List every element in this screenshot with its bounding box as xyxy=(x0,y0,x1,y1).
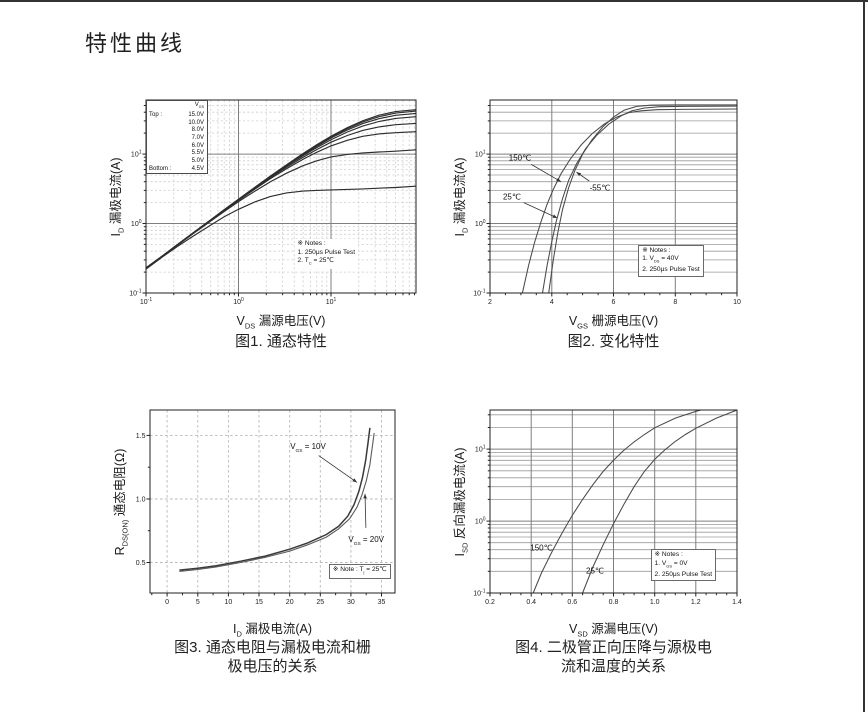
svg-text:10-1: 10-1 xyxy=(473,289,485,298)
page-top-border-line xyxy=(0,0,868,2)
svg-text:8: 8 xyxy=(673,299,677,306)
figure-2-x-axis-label: VGS 栅源电压(V) xyxy=(568,314,659,331)
svg-text:1.0: 1.0 xyxy=(136,497,146,504)
fig1-series-7 xyxy=(146,185,416,270)
page-right-border-line xyxy=(863,0,865,712)
svg-text:20: 20 xyxy=(286,599,294,606)
svg-text:30: 30 xyxy=(347,599,355,606)
svg-text:100: 100 xyxy=(131,219,142,228)
figure-1-x-axis-label: VDS 漏源电压(V) xyxy=(236,314,326,331)
svg-text:15: 15 xyxy=(255,599,263,606)
fig2-annotation-1: 25℃ xyxy=(502,192,521,202)
fig3-series-1 xyxy=(179,432,375,572)
fig4-series-0 xyxy=(532,410,703,593)
fig2-series-0 xyxy=(521,108,737,293)
svg-text:1.0: 1.0 xyxy=(650,599,660,606)
figure-3-y-axis-label: RDS(ON) 通态电阻(Ω) xyxy=(112,448,130,555)
fig2-plot: 2 4 6 8 10 10-1 100 101 xyxy=(473,99,741,306)
fig4-series-1 xyxy=(582,410,737,593)
svg-text:4: 4 xyxy=(550,299,554,306)
svg-text:100: 100 xyxy=(475,219,486,228)
svg-text:1.5: 1.5 xyxy=(136,433,146,440)
svg-text:25: 25 xyxy=(316,599,324,606)
figure-3-caption: 图3. 通态电阻与漏极电流和栅 极电压的关系 xyxy=(174,639,371,675)
fig2-series-2 xyxy=(548,104,737,293)
svg-text:35: 35 xyxy=(378,599,386,606)
fig2-notes: ※ Notes :1. VDS = 40V 2. 250μs Pulse Test xyxy=(638,244,704,277)
svg-text:2: 2 xyxy=(488,299,492,306)
svg-text:1.2: 1.2 xyxy=(691,599,701,606)
svg-text:0.5: 0.5 xyxy=(136,560,146,567)
svg-text:10-1: 10-1 xyxy=(140,297,152,306)
fig4-annotation-0: 150℃ xyxy=(530,543,553,553)
figure-4-diode-forward-voltage: 0.2 0.4 0.6 0.8 1.0 1.2 1.4 10-1 100 101 ISD 反向漏极… xyxy=(445,398,765,698)
svg-text:10: 10 xyxy=(225,599,233,606)
svg-text:101: 101 xyxy=(326,297,337,306)
figure-3-rdson-vs-current: 0 5 10 15 20 25 30 35 0.5 1.0 1.5 RDS(ON) 通态电阻(Ω) … xyxy=(105,398,425,698)
figure-1-caption: 图1. 通态特性 xyxy=(235,333,327,350)
fig2-annotation-2: -55℃ xyxy=(589,183,611,193)
figure-2-y-axis-label: ID 漏极电流(A) xyxy=(452,156,470,237)
svg-text:1.4: 1.4 xyxy=(732,599,742,606)
fig2-annotation-0: 150℃ xyxy=(508,153,532,163)
svg-text:0.8: 0.8 xyxy=(609,599,619,606)
figure-4-x-axis-label: VSD 源漏电压(V) xyxy=(569,622,658,639)
figure-3-x-axis-label: ID 漏极电流(A) xyxy=(232,622,313,639)
figure-2-transfer-characteristics: 2 4 6 8 10 10-1 100 101 ID 漏极电流(A) VGS 栅源电压(V) … xyxy=(445,88,765,363)
svg-text:0.2: 0.2 xyxy=(485,599,495,606)
figure-4-caption: 图4. 二极管正向压降与源极电 流和温度的关系 xyxy=(515,639,712,675)
fig1-notes: ※ Notes :1. 250μs Pulse Test 2. TC = 25℃ xyxy=(294,238,359,270)
fig3-plot: 0 5 10 15 20 25 30 35 0.5 1.0 1.5 xyxy=(136,409,396,606)
svg-text:100: 100 xyxy=(475,517,486,526)
fig4-notes: ※ Notes :1. VGS = 0V 2. 250μs Pulse Test xyxy=(650,549,717,582)
svg-text:6: 6 xyxy=(612,299,616,306)
svg-text:101: 101 xyxy=(131,150,142,159)
fig3-annotation-1: VGS = 20V xyxy=(348,535,385,547)
figure-4-y-axis-label: ISD 反向漏极电流(A) xyxy=(452,446,470,557)
figure-2-caption: 图2. 变化特性 xyxy=(567,333,660,350)
svg-text:10-1: 10-1 xyxy=(473,589,485,598)
svg-text:0.6: 0.6 xyxy=(567,599,577,606)
svg-text:5: 5 xyxy=(196,599,200,606)
svg-text:101: 101 xyxy=(475,445,486,454)
figure-1-y-axis-label: ID 漏极电流(A) xyxy=(108,156,126,237)
fig1-legend: VGS Top :15.0V 10.0V 8.0V 7.0V 6.0V 5.5V 5.0V Bo… xyxy=(146,100,208,174)
svg-text:100: 100 xyxy=(233,297,244,306)
page-title: 特性曲线 xyxy=(85,31,186,56)
svg-text:10: 10 xyxy=(733,299,741,306)
svg-text:10-1: 10-1 xyxy=(129,289,141,298)
fig3-annotation-0: VGS = 10V xyxy=(290,442,326,454)
fig3-notes: ※ Note : Tj = 25℃ xyxy=(328,563,391,579)
svg-text:0.4: 0.4 xyxy=(526,599,536,606)
svg-text:0: 0 xyxy=(165,599,169,606)
svg-text:101: 101 xyxy=(475,150,486,159)
fig3-series-0 xyxy=(179,427,371,571)
figure-1-output-characteristics: 10-1 100 101 10-1 100 101 ID 漏极电流(A) VDS 漏源电压… xyxy=(100,88,440,363)
fig1-series-6 xyxy=(146,149,416,269)
fig4-annotation-1: 25℃ xyxy=(586,566,604,576)
